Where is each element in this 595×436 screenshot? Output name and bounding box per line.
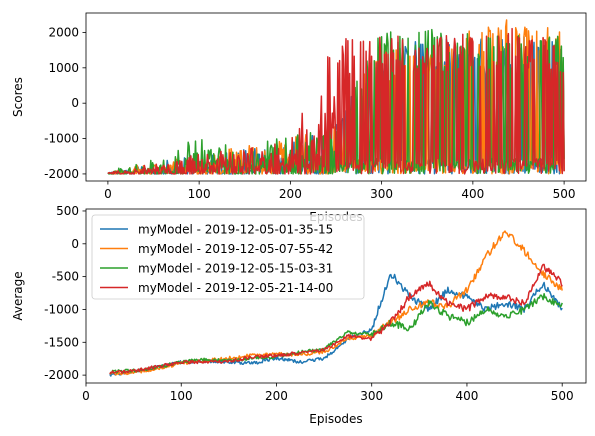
average-x-axis-label: Episodes <box>309 412 362 426</box>
average-lines <box>109 230 563 377</box>
legend: myModel - 2019-12-05-01-35-15 myModel - 2… <box>91 214 365 300</box>
legend-box <box>91 214 365 300</box>
average-subplot: 0 100 200 300 400 500 -2000 -1500 -1000 -500 0 500… <box>11 204 587 426</box>
legend-entry: myModel - 2019-12-05-21-14-00 <box>138 281 333 295</box>
x-tick-label: 0 <box>82 389 90 403</box>
y-tick-label: -1000 <box>44 132 79 146</box>
series-line-4 <box>107 27 565 175</box>
series-line-4 <box>109 263 563 375</box>
x-tick-label: 500 <box>553 187 576 201</box>
y-tick-label: 1000 <box>48 61 79 75</box>
x-tick-label: 400 <box>455 389 478 403</box>
average-y-ticks: -2000 -1500 -1000 -500 0 500 <box>44 204 86 382</box>
y-tick-label: -500 <box>52 270 79 284</box>
average-plot-frame <box>85 208 587 384</box>
average-y-axis-label: Average <box>11 271 25 320</box>
average-x-ticks: 0 100 200 300 400 500 <box>82 383 574 403</box>
legend-entry: myModel - 2019-12-05-07-55-42 <box>138 242 333 256</box>
y-tick-label: -1000 <box>44 302 79 316</box>
y-tick-label: 0 <box>71 237 79 251</box>
y-tick-label: -2000 <box>44 368 79 382</box>
x-tick-label: 100 <box>170 389 193 403</box>
y-tick-label: 2000 <box>48 25 79 39</box>
x-tick-label: 400 <box>461 187 484 201</box>
scores-x-ticks: 0 100 200 300 400 500 <box>104 181 576 201</box>
x-tick-label: 100 <box>188 187 211 201</box>
x-tick-label: 300 <box>360 389 383 403</box>
scores-lines <box>107 19 565 175</box>
x-tick-label: 300 <box>370 187 393 201</box>
x-tick-label: 200 <box>279 187 302 201</box>
y-tick-label: 0 <box>71 96 79 110</box>
x-tick-label: 500 <box>551 389 574 403</box>
legend-entry: myModel - 2019-12-05-01-35-15 <box>138 223 333 237</box>
scores-y-axis-label: Scores <box>11 77 25 117</box>
y-tick-label: 500 <box>56 204 79 218</box>
x-tick-label: 200 <box>265 389 288 403</box>
legend-entry: myModel - 2019-12-05-15-03-31 <box>138 262 333 276</box>
y-tick-label: -1500 <box>44 335 79 349</box>
scores-plot-frame <box>85 12 587 182</box>
scores-y-ticks: -2000 -1000 0 1000 2000 <box>44 25 86 181</box>
x-tick-label: 0 <box>104 187 112 201</box>
y-tick-label: -2000 <box>44 167 79 181</box>
